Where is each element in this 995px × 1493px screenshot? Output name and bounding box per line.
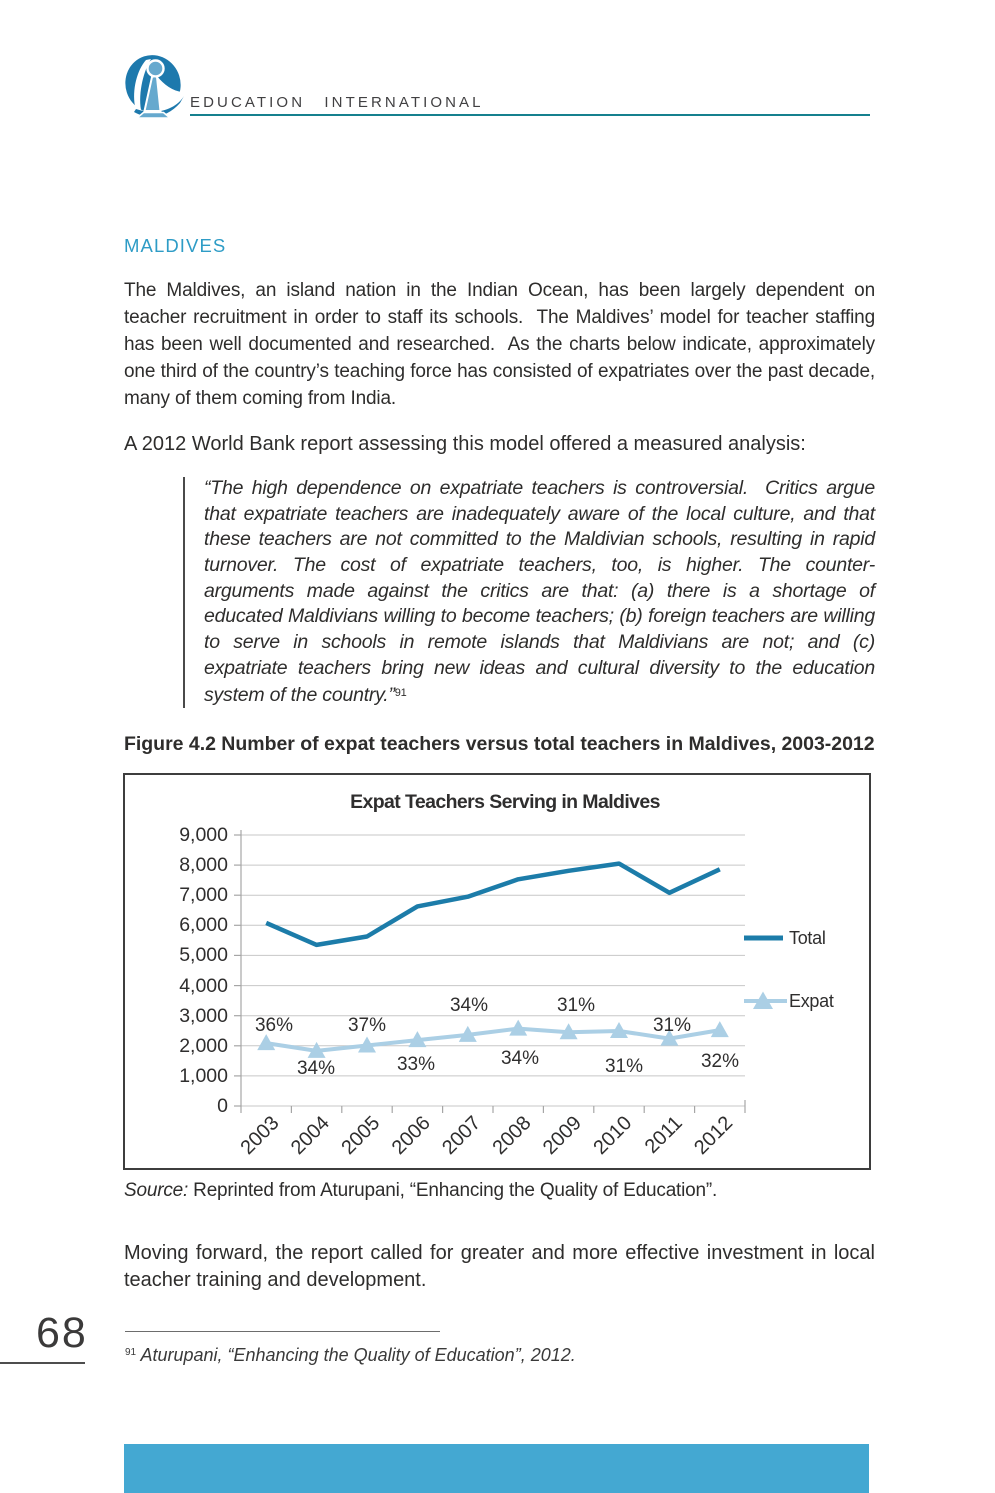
svg-text:2007: 2007 xyxy=(438,1112,485,1159)
svg-text:2009: 2009 xyxy=(539,1112,586,1159)
svg-text:33%: 33% xyxy=(397,1054,435,1075)
svg-text:34%: 34% xyxy=(501,1048,539,1069)
svg-text:1,000: 1,000 xyxy=(179,1065,228,1087)
svg-text:2003: 2003 xyxy=(237,1112,284,1159)
svg-text:2012: 2012 xyxy=(690,1112,737,1159)
svg-text:2005: 2005 xyxy=(337,1112,384,1159)
svg-text:2010: 2010 xyxy=(589,1112,636,1159)
svg-text:36%: 36% xyxy=(255,1015,293,1036)
svg-text:5,000: 5,000 xyxy=(179,944,228,966)
svg-text:0: 0 xyxy=(217,1095,228,1117)
svg-text:2008: 2008 xyxy=(489,1112,536,1159)
svg-text:31%: 31% xyxy=(605,1056,643,1077)
svg-text:37%: 37% xyxy=(348,1015,386,1036)
svg-text:2004: 2004 xyxy=(287,1112,334,1159)
svg-text:31%: 31% xyxy=(653,1015,691,1036)
svg-text:32%: 32% xyxy=(701,1051,739,1072)
svg-text:31%: 31% xyxy=(557,995,595,1016)
svg-text:8,000: 8,000 xyxy=(179,854,228,876)
svg-text:2,000: 2,000 xyxy=(179,1035,228,1057)
svg-text:3,000: 3,000 xyxy=(179,1005,228,1027)
svg-text:2011: 2011 xyxy=(641,1112,687,1158)
svg-text:Expat: Expat xyxy=(789,991,834,1011)
svg-text:6,000: 6,000 xyxy=(179,914,228,936)
svg-text:9,000: 9,000 xyxy=(179,824,228,846)
svg-text:34%: 34% xyxy=(297,1058,335,1079)
svg-text:Total: Total xyxy=(789,928,826,948)
svg-text:2006: 2006 xyxy=(388,1112,435,1159)
svg-text:Expat Teachers Serving in Mald: Expat Teachers Serving in Maldives xyxy=(350,791,661,813)
svg-text:4,000: 4,000 xyxy=(179,975,228,997)
svg-text:34%: 34% xyxy=(450,995,488,1016)
svg-text:7,000: 7,000 xyxy=(179,884,228,906)
